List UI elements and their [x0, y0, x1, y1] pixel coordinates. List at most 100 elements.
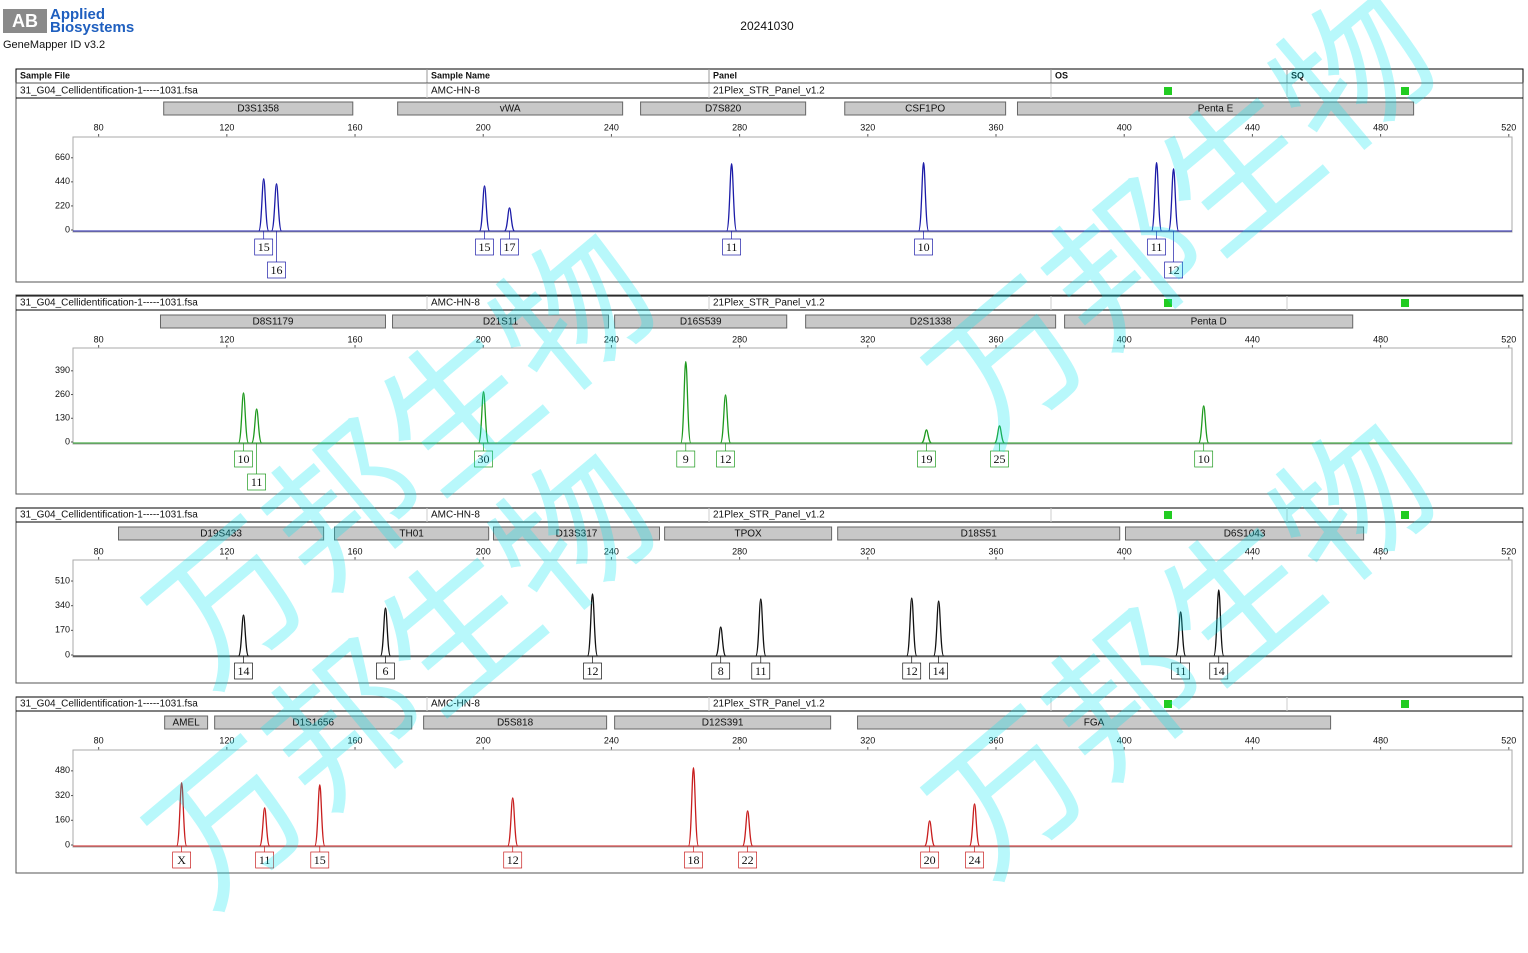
peak	[741, 810, 754, 847]
marker	[837, 526, 1121, 541]
marker-name: D7S820	[705, 104, 742, 115]
allele-box	[676, 450, 696, 468]
sq-status	[1401, 87, 1409, 95]
allele-label: 16	[271, 263, 283, 277]
marker-name: D19S433	[200, 529, 242, 540]
peak	[270, 183, 283, 232]
sample-file: 31_G04_Cellidentification-1-----1031.fsa	[20, 298, 198, 309]
allele-label: 14	[238, 664, 250, 678]
y-tick-label: 0	[65, 224, 70, 234]
marker	[1064, 314, 1354, 329]
x-tick-label: 520	[1501, 735, 1516, 745]
allele-label: 18	[687, 853, 699, 867]
marker	[397, 101, 624, 116]
x-tick-label: 400	[1117, 546, 1132, 556]
x-tick-label: 120	[219, 334, 234, 344]
marker	[844, 101, 1007, 116]
allele-box	[247, 473, 266, 491]
logo-box	[3, 9, 47, 33]
x-tick-label: 400	[1117, 334, 1132, 344]
allele-label: 24	[969, 853, 981, 867]
sample-name: AMC-HN-8	[431, 510, 480, 521]
peak	[1167, 168, 1180, 232]
peak	[478, 185, 491, 232]
logo-text: Biosystems	[50, 19, 134, 36]
marker-name: TPOX	[734, 529, 762, 540]
peak	[1198, 405, 1210, 444]
x-tick-label: 320	[860, 334, 875, 344]
x-tick-label: 360	[988, 735, 1003, 745]
marker	[214, 715, 413, 730]
allele-label: 11	[251, 475, 263, 489]
os-status	[1164, 511, 1172, 519]
allele-label: 11	[726, 240, 738, 254]
x-tick-label: 440	[1245, 122, 1260, 132]
allele-label: 14	[933, 664, 945, 678]
x-tick-label: 520	[1501, 546, 1516, 556]
x-tick-label: 440	[1245, 735, 1260, 745]
allele-label: 15	[479, 240, 491, 254]
software: GeneMapper ID v3.2	[3, 39, 105, 51]
marker-name: D8S1179	[253, 317, 294, 328]
sample-name: AMC-HN-8	[431, 86, 480, 97]
panel-frame	[15, 82, 1524, 283]
allele-label: 17	[504, 240, 516, 254]
peak	[586, 593, 599, 657]
allele-label: 11	[259, 853, 271, 867]
x-tick-label: 240	[604, 122, 619, 132]
panel-frame	[15, 294, 1524, 495]
peak	[250, 408, 263, 444]
allele-label: 15	[314, 853, 326, 867]
allele-box	[475, 238, 494, 256]
peak	[503, 207, 516, 232]
allele-label: 15	[258, 240, 270, 254]
allele-label: 9	[683, 452, 689, 466]
allele-box	[234, 450, 253, 468]
peak	[924, 820, 936, 847]
allele-box	[172, 851, 191, 869]
allele-box	[583, 662, 602, 680]
marker-name: D16S539	[680, 317, 722, 328]
panels: Sample File Sample Name Panel OS SQ 31_G04_Ce…	[15, 68, 1524, 874]
logo-mark: AB	[12, 11, 38, 31]
allele-box	[1164, 261, 1183, 279]
sample-file: 31_G04_Cellidentification-1-----1031.fsa	[20, 510, 198, 521]
y-tick-label: 170	[55, 625, 70, 635]
x-tick-label: 160	[348, 735, 363, 745]
peak	[906, 597, 918, 657]
marker-name: vWA	[500, 104, 521, 115]
allele-box	[738, 851, 757, 869]
x-tick-label: 440	[1245, 334, 1260, 344]
y-tick-label: 320	[55, 790, 70, 800]
panel-name: 21Plex_STR_Panel_v1.2	[713, 510, 825, 521]
y-tick-label: 480	[55, 765, 70, 775]
allele-box	[716, 450, 735, 468]
marker-name: FGA	[1084, 718, 1105, 729]
allele-label: 19	[920, 452, 932, 466]
allele-label: 12	[587, 664, 599, 678]
marker-name: D18S51	[961, 529, 998, 540]
x-tick-label: 320	[860, 122, 875, 132]
marker	[1016, 101, 1415, 116]
allele-label: 30	[478, 452, 490, 466]
plot-area	[72, 559, 1513, 658]
peak	[1150, 162, 1163, 232]
marker	[805, 314, 1057, 329]
marker	[423, 715, 608, 730]
marker	[163, 101, 354, 116]
marker-name: D1S1656	[292, 718, 334, 729]
allele-box	[500, 238, 519, 256]
peak	[725, 163, 738, 232]
peak	[680, 361, 692, 444]
allele-box	[914, 238, 933, 256]
allele-box	[1147, 238, 1166, 256]
x-tick-label: 480	[1373, 546, 1388, 556]
marker-name: D21S11	[483, 317, 519, 328]
x-tick-label: 360	[988, 546, 1003, 556]
column-header: Panel	[713, 70, 737, 80]
allele-label: 12	[1168, 263, 1180, 277]
allele-label: 10	[1198, 452, 1210, 466]
peak	[176, 782, 188, 847]
column-header: Sample File	[20, 70, 70, 80]
